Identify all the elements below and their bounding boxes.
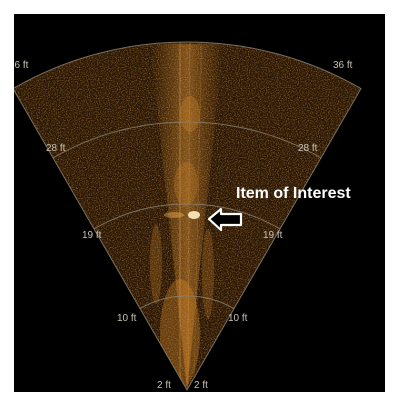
sonar-echo [160, 279, 200, 389]
range-label-apex-right: 2 ft [194, 380, 208, 391]
range-label-19-left: 19 ft [82, 230, 102, 241]
range-label-10-right: 10 ft [228, 313, 248, 324]
sonar-streak [193, 41, 203, 390]
sonar-echo [164, 212, 184, 218]
item-of-interest-label: Item of Interest [236, 185, 351, 202]
fan-outline [14, 41, 362, 392]
range-arc [93, 203, 281, 230]
item-of-interest-echo [188, 211, 200, 219]
sonar-display: 2 ft 2 ft 10 ft 10 ft 19 ft 19 ft 28 ft … [14, 41, 362, 392]
range-label-apex-left: 2 ft [157, 380, 171, 391]
range-label-19-right: 19 ft [263, 230, 283, 241]
sonar-echo [202, 229, 214, 319]
range-label-10-left: 10 ft [117, 313, 137, 324]
sonar-frame: 2 ft 2 ft 10 ft 10 ft 19 ft 19 ft 28 ft … [14, 14, 385, 392]
sonar-echo [174, 162, 198, 206]
range-arc [139, 295, 235, 310]
range-label-36-left: 36 ft [14, 60, 29, 71]
sonar-beam-glow [150, 43, 224, 390]
sonar-echo [150, 224, 162, 304]
left-arrow-icon [207, 207, 243, 232]
range-label-28-right: 28 ft [298, 143, 318, 154]
sonar-streak [187, 41, 191, 390]
sonar-echo [180, 96, 200, 132]
range-arc [52, 121, 322, 159]
range-label-36-right: 36 ft [333, 60, 353, 71]
range-label-28-left: 28 ft [46, 143, 66, 154]
range-grid [14, 41, 362, 392]
